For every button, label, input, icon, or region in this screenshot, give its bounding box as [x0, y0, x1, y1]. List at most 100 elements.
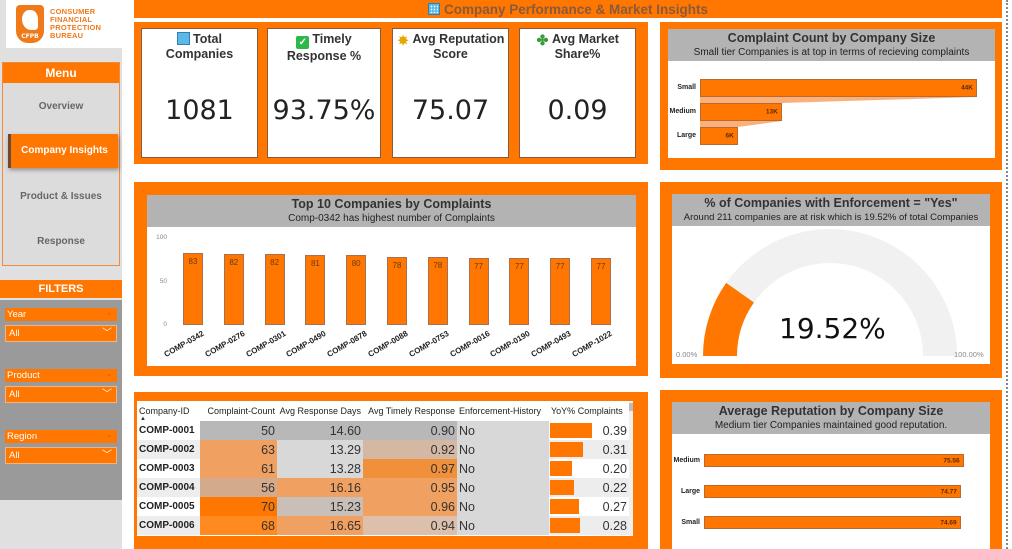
table-row[interactable]: COMP-0006 68 16.65 0.94 No 0.28 — [137, 516, 629, 535]
yoy-complaints-cell: 0.20 — [549, 459, 629, 478]
eagle-shield-icon: CFPB — [16, 5, 44, 43]
column-bar[interactable]: 77 — [468, 258, 489, 325]
column-header-yoy-complaints[interactable]: YoY% Complaints — [549, 401, 629, 421]
top10-chart[interactable]: Top 10 Companies by Complaints Comp-0342… — [147, 195, 636, 366]
data-label: 78 — [433, 261, 443, 271]
column-header-complaint-count[interactable]: Complaint-Count — [200, 401, 277, 421]
filter-label-text: Region — [7, 431, 38, 442]
bar[interactable]: 13K — [700, 103, 782, 121]
data-label: 78 — [392, 261, 402, 271]
table-row[interactable]: COMP-0004 56 16.16 0.95 No 0.22 — [137, 478, 629, 497]
bar[interactable]: 75.56 — [704, 454, 964, 467]
complaint-count-cell: 70 — [200, 497, 277, 516]
avg-response-days-cell: 16.65 — [277, 516, 363, 535]
column-header-avg-timely-response[interactable]: Avg Timely Response — [363, 401, 457, 421]
menu-item-overview[interactable]: Overview — [38, 101, 84, 112]
filter-region-label: Region ⌄ — [5, 429, 117, 443]
table-row[interactable]: COMP-0005 70 15.23 0.96 No 0.27 — [137, 497, 629, 516]
column-bar[interactable]: 77 — [509, 258, 530, 325]
column-bar[interactable]: 78 — [427, 257, 448, 325]
table-row[interactable]: COMP-0002 63 13.29 0.92 No 0.31 — [137, 440, 629, 459]
chart-subtitle: Comp-0342 has highest number of Complain… — [288, 213, 495, 224]
enforcement-history-cell: No — [457, 497, 549, 516]
bar[interactable]: 6K — [700, 127, 738, 145]
bar[interactable]: 44K — [700, 79, 977, 97]
yoy-complaints-cell: 0.39 — [549, 421, 629, 440]
chart-header: Top 10 Companies by Complaints Comp-0342… — [147, 195, 636, 227]
logo-badge-text: CFPB — [21, 33, 39, 40]
data-label: 81 — [310, 258, 320, 268]
filter-year-select[interactable]: All ﹀ — [5, 325, 117, 342]
chevron-down-icon: ⌄ — [105, 429, 113, 439]
yoy-data-bar — [550, 518, 581, 533]
bar[interactable]: 74.69 — [704, 516, 961, 529]
logo-line: FINANCIAL — [50, 15, 93, 24]
column-bar[interactable]: 77 — [550, 258, 571, 325]
column-bar[interactable]: 78 — [387, 257, 407, 325]
page-title-bar: Company Performance & Market Insights — [134, 0, 1002, 18]
chevron-down-icon: ⌄ — [105, 368, 113, 378]
kpi-card-avg-reputation: ✸ Avg Reputation Score 75.07 — [392, 28, 509, 158]
kpi-value: 0.09 — [547, 95, 608, 126]
filter-label-text: Product — [7, 370, 40, 381]
column-header-avg-response-days[interactable]: Avg Response Days — [277, 401, 363, 421]
column-bar[interactable]: 81 — [305, 254, 326, 325]
kpi-card-total-companies: Total Companies 1081 — [141, 28, 258, 158]
complaint-count-cell: 63 — [200, 440, 277, 459]
yoy-data-bar — [550, 442, 584, 457]
column-header-company-id[interactable]: Company-ID ▲ — [137, 401, 200, 422]
yoy-value: 0.22 — [602, 480, 627, 495]
column-bar[interactable]: 83 — [183, 252, 203, 325]
kpi-label: ✤ Avg Market Share% — [536, 32, 619, 61]
avg-timely-response-cell: 0.90 — [363, 421, 457, 440]
data-label: 6K — [725, 132, 734, 140]
filter-region-select[interactable]: All ﹀ — [5, 447, 117, 464]
column-header-enforcement-history[interactable]: Enforcement-History — [457, 401, 549, 421]
enforcement-history-cell: No — [457, 421, 549, 440]
filter-value: All — [9, 389, 20, 400]
data-label: 82 — [229, 257, 239, 267]
complaint-by-size-chart[interactable]: Complaint Count by Company Size Small ti… — [668, 29, 995, 158]
column-bar[interactable]: 82 — [223, 253, 244, 325]
visual-resize-handle[interactable] — [1006, 0, 1009, 549]
enforcement-gauge-chart[interactable]: % of Companies with Enforcement = "Yes" … — [672, 194, 990, 364]
table-header-row: Company-ID ▲ Complaint-Count Avg Response… — [137, 401, 629, 422]
menu-item-company-insights[interactable]: Company Insights — [8, 134, 118, 168]
gauge-fill[interactable] — [703, 282, 754, 356]
category-label: Medium — [673, 457, 700, 464]
table-row[interactable]: COMP-0003 61 13.28 0.97 No 0.20 — [137, 459, 629, 478]
table-row[interactable]: COMP-0001 50 14.60 0.90 No 0.39 — [137, 421, 629, 440]
yoy-data-bar — [550, 499, 580, 514]
chart-title: Complaint Count by Company Size — [727, 31, 936, 45]
gauge-track — [703, 229, 957, 356]
menu-item-product-issues[interactable]: Product & Issues — [20, 191, 102, 202]
gauge-svg — [703, 229, 957, 356]
filter-product-select[interactable]: All ﹀ — [5, 386, 117, 403]
avg-response-days-cell: 13.29 — [277, 440, 363, 459]
company-id-cell: COMP-0002 — [137, 440, 200, 459]
bar[interactable]: 74.77 — [704, 485, 961, 498]
scrollbar-thumb[interactable] — [629, 403, 633, 411]
kpi-label: ✓ Timely Response % — [286, 32, 362, 63]
table-scrollbar[interactable] — [629, 401, 633, 536]
complaint-count-cell: 61 — [200, 459, 277, 478]
column-bar[interactable]: 82 — [264, 253, 285, 325]
chart-subtitle: Medium tier Companies maintained good re… — [714, 420, 948, 431]
category-label: Large — [680, 488, 700, 495]
avg-response-days-cell: 16.16 — [277, 478, 363, 497]
data-label: 75.56 — [943, 457, 960, 464]
column-bar[interactable]: 80 — [346, 255, 367, 325]
yoy-complaints-cell: 0.27 — [549, 497, 629, 516]
star-icon: ✸ — [397, 33, 409, 48]
avg-response-days-cell: 13.28 — [277, 459, 363, 478]
data-label: 80 — [351, 259, 361, 269]
column-bar[interactable]: 77 — [591, 258, 611, 325]
sort-ascending-icon: ▲ — [140, 416, 146, 422]
logo-text: CONSUMER FINANCIAL PROTECTION BUREAU — [50, 8, 101, 40]
menu-title: Menu — [3, 63, 119, 83]
enforcement-history-cell: No — [457, 440, 549, 459]
reputation-by-size-chart[interactable]: Average Reputation by Company Size Mediu… — [672, 402, 990, 549]
company-table[interactable]: Company-ID ▲ Complaint-Count Avg Response… — [137, 401, 633, 536]
kpi-label: ✸ Avg Reputation Score — [397, 32, 505, 61]
menu-item-response[interactable]: Response — [37, 236, 85, 247]
